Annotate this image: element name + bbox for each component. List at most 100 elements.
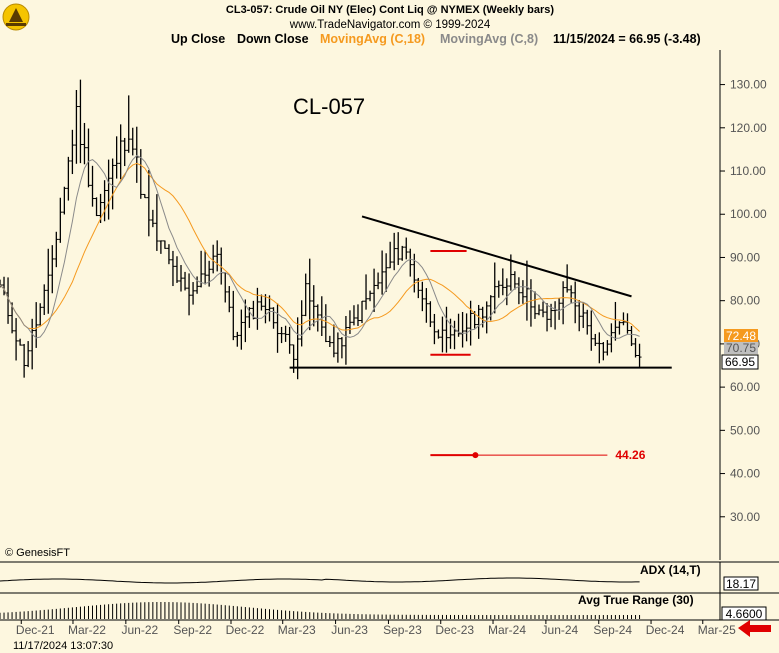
ohlc-bar bbox=[561, 281, 566, 325]
ohlc-bar bbox=[585, 309, 590, 335]
atr-badge: 4.6600 bbox=[721, 606, 767, 621]
x-axis: Dec-21 Mar-22 Jun-22 Sep-22 Dec-22 Mar-23 Jun-… bbox=[16, 620, 736, 637]
ohlc-bar bbox=[251, 300, 256, 320]
trendlines bbox=[289, 215, 672, 369]
ohlc-bar bbox=[94, 197, 99, 217]
ohlc-bar bbox=[30, 318, 35, 370]
ohlc-bar bbox=[14, 318, 19, 361]
ohlc-bar bbox=[179, 265, 184, 292]
ohlc-bar bbox=[42, 284, 47, 315]
red-levels: 44.26 bbox=[430, 249, 646, 462]
y-axis: 130.00120.00110.00100.0090.0080.0070.006… bbox=[720, 78, 767, 524]
ohlc-bar bbox=[456, 313, 461, 337]
ohlc-bar bbox=[339, 337, 344, 359]
atr-label: Avg True Range (30) bbox=[578, 593, 694, 607]
ohlc-bar bbox=[376, 272, 381, 290]
svg-text:4.6600: 4.6600 bbox=[726, 607, 763, 621]
ohlc-bar bbox=[150, 209, 155, 228]
ohlc-bar bbox=[621, 312, 626, 326]
ohlc-bar bbox=[355, 304, 360, 326]
ohlc-bar bbox=[307, 258, 312, 331]
ohlc-bar bbox=[130, 127, 135, 156]
ohlc-bar bbox=[183, 271, 188, 291]
ohlc-bar bbox=[126, 95, 131, 153]
last-close-badge: 66.95 bbox=[721, 354, 759, 370]
ohlc-bar bbox=[102, 180, 107, 222]
legend-ma18: MovingAvg (C,18) bbox=[320, 32, 425, 46]
ohlc-bar bbox=[10, 302, 15, 334]
ohlc-bar bbox=[323, 304, 328, 343]
y-tick-label: 80.00 bbox=[730, 294, 760, 308]
ohlc-bar bbox=[275, 303, 280, 353]
adx-label: ADX (14,T) bbox=[640, 563, 701, 577]
ohlc-bar bbox=[553, 301, 558, 330]
ohlc-bar bbox=[440, 316, 445, 353]
ohlc-bar bbox=[58, 197, 63, 243]
ohlc-bar bbox=[589, 310, 594, 351]
ohlc-bar bbox=[388, 241, 393, 269]
chart-title: CL3-057: Crude Oil NY (Elec) Cont Liq @ … bbox=[226, 4, 555, 16]
ohlc-bar bbox=[279, 326, 284, 344]
ohlc-bar bbox=[569, 285, 574, 303]
ohlc-bar bbox=[520, 280, 525, 304]
ohlc-bar bbox=[500, 268, 505, 296]
ohlc-bar bbox=[247, 307, 252, 328]
ohlc-bar bbox=[408, 248, 413, 277]
ohlc-bar bbox=[364, 274, 369, 310]
ohlc-bar bbox=[6, 277, 11, 324]
ohlc-bar bbox=[235, 331, 240, 347]
ohlc-bar bbox=[331, 324, 336, 358]
ohlc-bar bbox=[174, 256, 179, 283]
scroll-right-arrow-icon[interactable] bbox=[738, 620, 771, 637]
ohlc-bar bbox=[327, 335, 332, 348]
ohlc-bar bbox=[118, 124, 123, 180]
x-tick-label: Dec-23 bbox=[435, 623, 474, 637]
ohlc-bar bbox=[267, 295, 272, 322]
ohlc-bar bbox=[343, 315, 348, 365]
svg-text:66.95: 66.95 bbox=[725, 355, 755, 369]
ohlc-bar bbox=[46, 248, 51, 314]
symbol-label: CL-057 bbox=[293, 94, 365, 119]
ohlc-bar bbox=[609, 323, 614, 353]
ohlc-bar bbox=[565, 264, 570, 293]
ohlc-bar bbox=[90, 165, 95, 207]
ohlc-bar bbox=[613, 301, 618, 341]
red-level: 44.26 bbox=[430, 448, 646, 462]
ohlc-bar bbox=[545, 303, 550, 332]
ohlc-bar bbox=[464, 313, 469, 342]
ohlc-bar bbox=[577, 299, 582, 332]
ohlc-bar bbox=[436, 329, 441, 339]
ohlc-bar bbox=[528, 279, 533, 327]
ohlc-bar bbox=[259, 294, 264, 311]
ohlc-bar bbox=[38, 303, 43, 326]
ohlc-bar bbox=[255, 287, 260, 330]
x-tick-label: Mar-23 bbox=[278, 623, 316, 637]
ohlc-bar bbox=[424, 288, 429, 323]
ohlc-bar bbox=[396, 232, 401, 266]
svg-text:72.48: 72.48 bbox=[726, 329, 756, 343]
atr-histogram bbox=[0, 602, 641, 619]
ohlc-bar bbox=[26, 341, 31, 368]
ohlc-bar bbox=[629, 326, 634, 347]
ohlc-bar bbox=[532, 291, 537, 319]
x-tick-label: Dec-21 bbox=[16, 623, 55, 637]
ohlc-bar bbox=[211, 244, 216, 274]
y-tick-label: 100.00 bbox=[730, 207, 767, 221]
y-tick-label: 130.00 bbox=[730, 78, 767, 92]
ohlc-bar bbox=[347, 310, 352, 334]
ohlc-bar bbox=[70, 129, 75, 175]
ohlc-bar bbox=[460, 312, 465, 348]
ohlc-bar bbox=[271, 307, 276, 329]
x-tick-label: Sep-24 bbox=[593, 623, 632, 637]
x-tick-label: Dec-22 bbox=[226, 623, 265, 637]
ohlc-bar bbox=[215, 240, 220, 272]
ohlc-bar bbox=[243, 299, 248, 343]
ohlc-bar bbox=[597, 332, 602, 364]
ohlc-bar bbox=[158, 240, 163, 254]
ohlc-bar bbox=[146, 170, 151, 237]
ohlc-bar bbox=[601, 342, 606, 361]
svg-text:70.75: 70.75 bbox=[726, 341, 756, 355]
ohlc-bar bbox=[524, 260, 529, 321]
app-logo-icon bbox=[2, 3, 30, 31]
